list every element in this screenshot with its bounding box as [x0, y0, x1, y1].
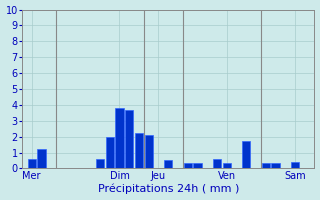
Bar: [193, 163, 202, 168]
Bar: [37, 149, 46, 168]
Bar: [96, 159, 104, 168]
Bar: [164, 160, 172, 168]
Bar: [184, 163, 192, 168]
X-axis label: Précipitations 24h ( mm ): Précipitations 24h ( mm ): [98, 184, 239, 194]
Bar: [213, 159, 221, 168]
Bar: [291, 162, 299, 168]
Bar: [271, 163, 280, 168]
Bar: [145, 135, 153, 168]
Bar: [28, 159, 36, 168]
Bar: [115, 108, 124, 168]
Bar: [261, 163, 270, 168]
Bar: [242, 141, 250, 168]
Bar: [222, 163, 231, 168]
Bar: [135, 133, 143, 168]
Bar: [125, 110, 133, 168]
Bar: [106, 137, 114, 168]
